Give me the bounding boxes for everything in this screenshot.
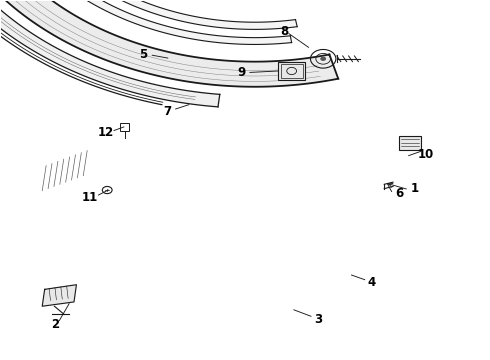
Bar: [121, 123, 129, 131]
Text: 3: 3: [314, 312, 322, 326]
Text: 4: 4: [368, 276, 376, 289]
Bar: [399, 136, 421, 149]
Polygon shape: [42, 285, 76, 306]
Circle shape: [320, 57, 326, 61]
Text: 1: 1: [411, 183, 419, 195]
Text: 7: 7: [163, 105, 171, 118]
Polygon shape: [0, 0, 338, 87]
Polygon shape: [0, 0, 220, 107]
Text: 6: 6: [395, 187, 403, 200]
Text: 9: 9: [237, 66, 245, 79]
Bar: [281, 64, 303, 78]
Text: 11: 11: [81, 191, 98, 204]
Text: 5: 5: [139, 48, 147, 61]
Bar: [278, 62, 305, 80]
Text: 12: 12: [98, 126, 114, 139]
Text: 8: 8: [280, 25, 288, 38]
Text: 2: 2: [51, 318, 59, 331]
Polygon shape: [25, 0, 297, 30]
Text: 10: 10: [417, 148, 434, 161]
Polygon shape: [6, 0, 292, 44]
